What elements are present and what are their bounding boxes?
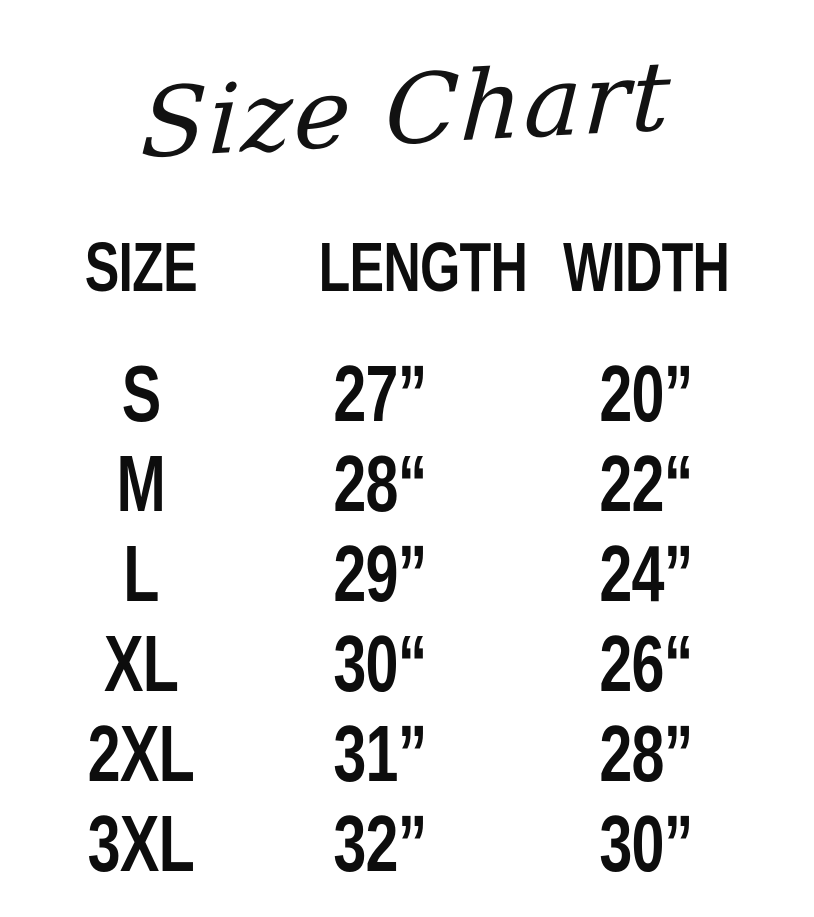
column-header-size: SIZE bbox=[84, 227, 198, 306]
size-label: XL bbox=[103, 619, 179, 708]
length-value: 29” bbox=[333, 529, 427, 618]
length-value: 27” bbox=[333, 349, 427, 438]
table-row: 2XL 31” 28” bbox=[0, 709, 814, 799]
width-value: 24” bbox=[599, 529, 693, 618]
length-value: 28“ bbox=[333, 439, 427, 528]
size-label: S bbox=[121, 349, 161, 438]
length-value: 31” bbox=[333, 709, 427, 798]
table-row: M 28“ 22“ bbox=[0, 439, 814, 529]
length-value: 30“ bbox=[333, 619, 427, 708]
table-header-row: SIZE LENGTH WIDTH bbox=[0, 210, 814, 305]
size-label: M bbox=[116, 439, 166, 528]
width-value: 28” bbox=[599, 709, 693, 798]
table-row: XL 30“ 26“ bbox=[0, 619, 814, 709]
width-value: 26“ bbox=[599, 619, 693, 708]
size-table: SIZE LENGTH WIDTH S 27” 20” M 28“ 22“ L … bbox=[0, 210, 814, 889]
width-value: 22“ bbox=[599, 439, 693, 528]
title-area: Size Chart bbox=[0, 0, 814, 210]
size-label: 2XL bbox=[87, 709, 195, 798]
column-header-width: WIDTH bbox=[562, 227, 730, 306]
width-value: 30” bbox=[599, 799, 693, 888]
column-header-length: LENGTH bbox=[318, 227, 528, 306]
size-label: L bbox=[123, 529, 159, 618]
table-row: S 27” 20” bbox=[0, 349, 814, 439]
size-label: 3XL bbox=[87, 799, 195, 888]
length-value: 32” bbox=[333, 799, 427, 888]
table-row: 3XL 32” 30” bbox=[0, 799, 814, 889]
page-title: Size Chart bbox=[138, 39, 676, 181]
table-row: L 29” 24” bbox=[0, 529, 814, 619]
width-value: 20” bbox=[599, 349, 693, 438]
